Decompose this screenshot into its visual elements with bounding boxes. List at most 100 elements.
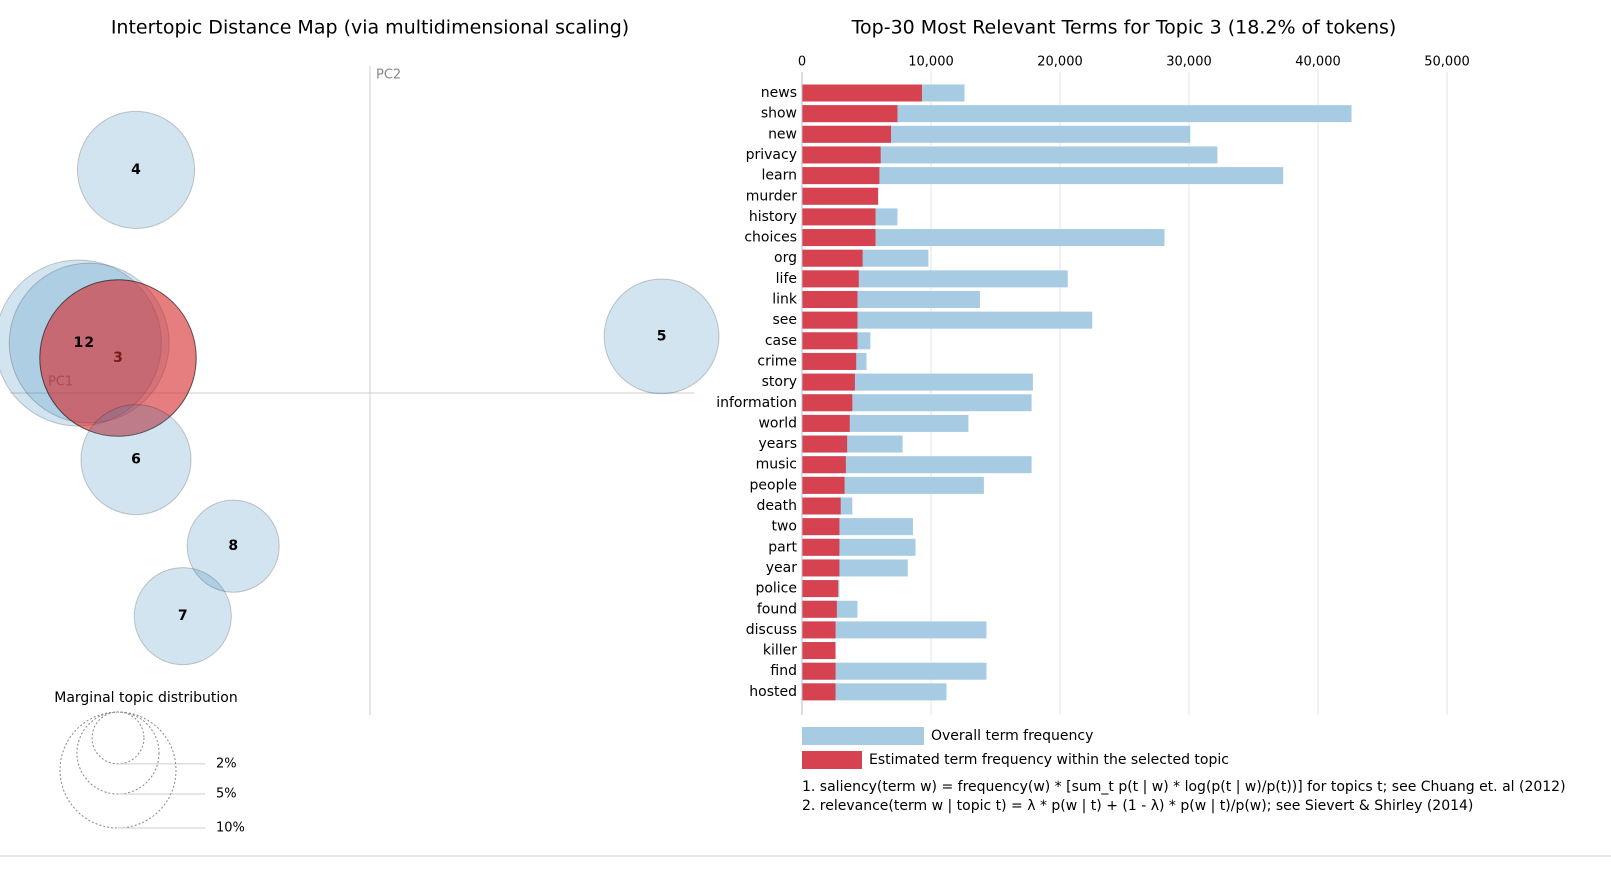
term-label: crime — [757, 353, 797, 369]
bar — [802, 105, 898, 123]
x-tick-label: 20,000 — [1037, 55, 1083, 70]
legend-swatch — [802, 751, 862, 769]
topic-label: 6 — [131, 452, 141, 468]
bar — [802, 394, 1032, 412]
term-label: killer — [763, 643, 797, 659]
bar — [802, 662, 836, 680]
bar — [802, 662, 987, 680]
bar — [802, 167, 880, 185]
bar — [802, 683, 836, 701]
legend-label: Overall term frequency — [931, 728, 1093, 744]
bar — [802, 229, 876, 247]
bar — [802, 208, 876, 226]
term-label: discuss — [746, 622, 797, 638]
bar — [802, 270, 859, 288]
bar — [802, 229, 1165, 247]
bar — [802, 146, 881, 164]
bar — [802, 518, 840, 536]
term-label: years — [758, 436, 797, 452]
topic-bubble — [80, 404, 192, 516]
x-tick-label: 0 — [798, 55, 806, 70]
bar — [802, 332, 858, 350]
bar — [802, 621, 836, 639]
term-label: music — [756, 457, 797, 473]
term-label: org — [774, 250, 797, 266]
size-legend-label: 2% — [216, 756, 237, 771]
bar — [802, 311, 858, 329]
bar — [802, 125, 892, 143]
term-label: news — [761, 85, 797, 101]
chart-title: Intertopic Distance Map (via multidimens… — [111, 17, 629, 39]
size-legend-circle — [91, 711, 145, 765]
term-label: police — [755, 581, 797, 597]
term-label: year — [766, 560, 797, 576]
topic-label: 5 — [657, 328, 667, 344]
x-tick-label: 50,000 — [1424, 55, 1470, 70]
bar — [802, 414, 850, 432]
size-legend-title: Marginal topic distribution — [54, 690, 238, 706]
bar — [802, 642, 836, 660]
term-label: life — [776, 271, 797, 287]
legend-label: Estimated term frequency within the sele… — [869, 752, 1229, 768]
bar — [802, 600, 837, 618]
term-label: world — [758, 415, 797, 431]
bar — [802, 187, 879, 205]
size-legend-circle — [76, 711, 160, 795]
bar — [802, 270, 1068, 288]
term-label: link — [772, 292, 798, 308]
bar — [802, 435, 848, 453]
bar — [802, 105, 1352, 123]
term-label: new — [768, 126, 797, 142]
bar — [802, 394, 853, 412]
term-label: two — [771, 519, 797, 535]
bar — [802, 373, 1033, 391]
term-label: privacy — [746, 147, 797, 163]
term-label: find — [770, 663, 797, 679]
term-label: murder — [746, 188, 798, 204]
x-tick-label: 40,000 — [1295, 55, 1341, 70]
bar — [802, 373, 855, 391]
footnote: 2. relevance(term w | topic t) = λ * p(w… — [802, 798, 1473, 814]
topic-label: 3 — [113, 350, 123, 366]
bar — [802, 352, 857, 370]
topic-bubble — [133, 567, 232, 666]
term-label: story — [762, 374, 797, 390]
term-label: see — [772, 312, 797, 328]
term-label: found — [757, 601, 797, 617]
bar — [802, 559, 840, 577]
bar — [802, 84, 922, 102]
bar — [802, 456, 846, 474]
bar — [802, 476, 845, 494]
term-label: part — [768, 539, 797, 555]
bar — [802, 621, 987, 639]
x-tick-label: 30,000 — [1166, 55, 1212, 70]
term-label: case — [765, 333, 797, 349]
bar — [802, 538, 840, 556]
bar — [802, 249, 863, 267]
term-label: learn — [762, 168, 797, 184]
term-label: choices — [744, 230, 797, 246]
bar — [802, 683, 947, 701]
term-label: death — [757, 498, 797, 514]
topic-label: 8 — [228, 538, 238, 554]
footnote: 1. saliency(term w) = frequency(w) * [su… — [802, 779, 1566, 795]
legend-swatch — [802, 727, 924, 745]
term-label: information — [716, 395, 797, 411]
term-label: people — [750, 477, 797, 493]
size-legend-label: 10% — [216, 821, 245, 836]
term-label: history — [749, 209, 797, 225]
bar — [802, 291, 858, 308]
topic-label: 1 — [74, 335, 84, 351]
term-label: show — [761, 106, 797, 122]
bar — [802, 580, 839, 598]
bar — [802, 456, 1032, 474]
bar — [802, 167, 1284, 185]
topic-label: 2 — [84, 335, 94, 351]
bar — [802, 125, 1191, 143]
x-tick-label: 10,000 — [908, 55, 954, 70]
size-legend-label: 5% — [216, 787, 237, 802]
bar — [802, 476, 984, 494]
y-axis-label: PC2 — [376, 68, 401, 83]
topic-label: 4 — [131, 162, 141, 178]
